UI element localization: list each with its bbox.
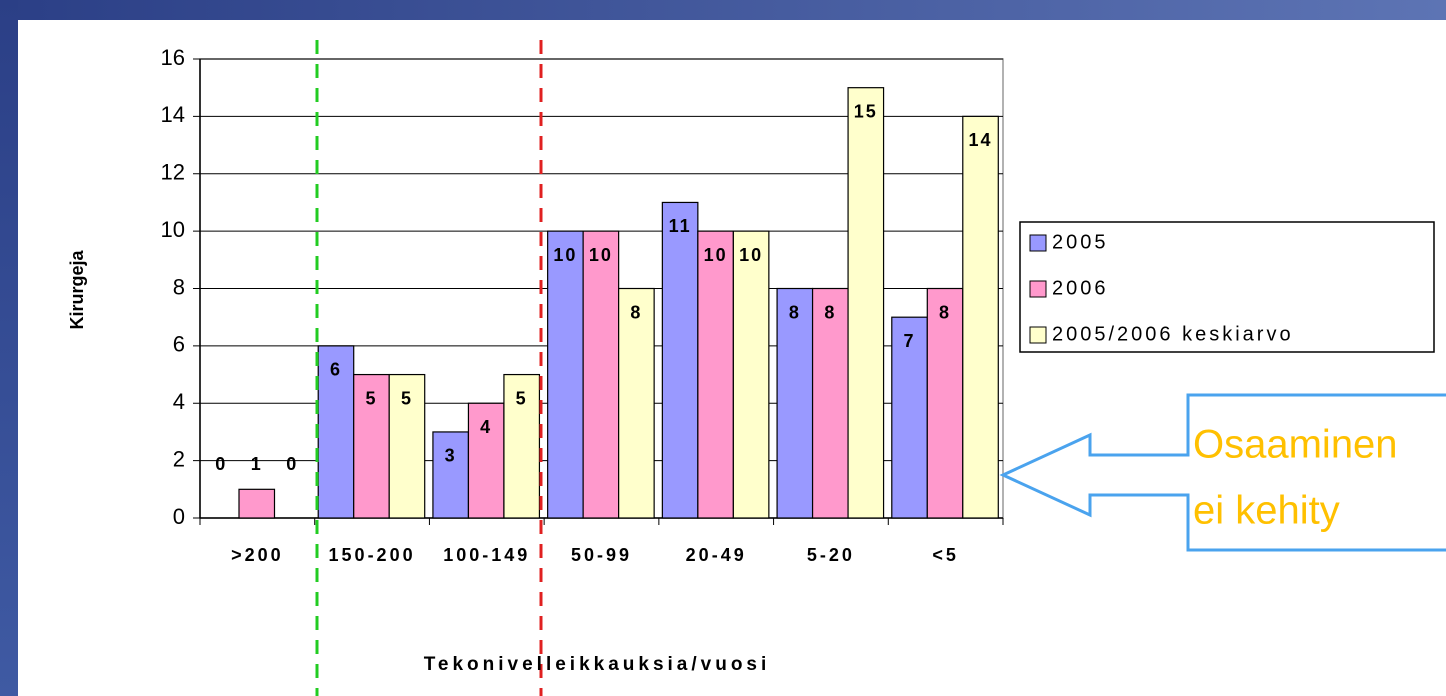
data-label: 14 <box>969 130 993 150</box>
callout-text: Osaaminen <box>1193 423 1398 467</box>
data-label: 3 <box>445 446 457 466</box>
bar <box>732 230 770 519</box>
y-tick-label: 12 <box>161 160 185 185</box>
bar <box>582 230 620 519</box>
x-tick-label: 50-99 <box>570 545 633 565</box>
x-tick-label-box: 20-49 <box>685 545 747 565</box>
data-label: 10 <box>589 245 613 265</box>
data-label: 8 <box>630 302 642 322</box>
data-label: 6 <box>330 360 342 380</box>
bar <box>467 402 505 519</box>
bar <box>432 431 470 519</box>
legend-swatch <box>1029 234 1047 252</box>
bar <box>661 201 699 519</box>
x-tick-label: <5 <box>932 545 959 565</box>
y-axis-title: Kirurgeja <box>67 250 87 330</box>
x-tick-label: 150-200 <box>328 545 416 565</box>
legend-label: 2005/2006 keskiarvo <box>1052 323 1294 345</box>
y-tick-label: 14 <box>161 102 185 127</box>
bar <box>962 115 999 519</box>
x-tick-label-box: 5-20 <box>806 545 855 565</box>
bar <box>926 287 964 519</box>
data-label: 8 <box>939 302 951 322</box>
data-label: 8 <box>789 302 801 322</box>
x-tick-label-box: 150-200 <box>328 545 416 565</box>
x-tick-label-box: 100-149 <box>443 545 531 565</box>
data-label: 10 <box>739 245 763 265</box>
y-tick-label: 4 <box>173 389 185 414</box>
legend-swatch <box>1029 326 1047 344</box>
top-border <box>0 0 1446 20</box>
bar <box>697 230 734 519</box>
left-border <box>0 0 18 696</box>
bar <box>503 373 541 519</box>
y-tick-label: 16 <box>161 45 185 70</box>
x-tick-label: >200 <box>231 545 284 565</box>
legend-label: 2005 <box>1052 231 1109 253</box>
y-tick-label: 0 <box>173 504 185 529</box>
callout-arrow <box>999 393 1446 552</box>
data-label: 4 <box>480 417 492 437</box>
bar <box>547 230 584 519</box>
bar <box>847 87 885 519</box>
legend-box <box>1019 221 1435 353</box>
bar <box>388 373 426 519</box>
data-label: 11 <box>669 216 692 236</box>
bar <box>618 287 655 519</box>
data-label: 10 <box>553 245 577 265</box>
x-tick-label: 5-20 <box>806 545 855 565</box>
y-tick-label: 8 <box>173 274 185 299</box>
bar <box>353 373 390 519</box>
bar <box>238 488 276 519</box>
data-label: 5 <box>516 388 528 408</box>
data-label: 0 <box>215 454 227 474</box>
x-tick-label: 20-49 <box>685 545 747 565</box>
bar <box>776 287 814 519</box>
x-tick-label-box: >200 <box>231 545 284 565</box>
data-label: 10 <box>704 245 728 265</box>
x-tick-label-box: <5 <box>932 545 959 565</box>
bar <box>891 316 928 519</box>
y-tick-label: 6 <box>173 332 185 357</box>
x-axis-title: Tekonivelleikkauksia/vuosi <box>424 654 771 675</box>
bar <box>811 287 849 519</box>
data-label: 5 <box>401 388 413 408</box>
y-tick-label: 10 <box>161 217 185 242</box>
data-label: 15 <box>854 101 878 121</box>
y-tick-label: 2 <box>173 446 185 471</box>
x-tick-label-box: 50-99 <box>570 545 633 565</box>
data-label: 1 <box>251 454 263 474</box>
legend-swatch <box>1029 280 1047 298</box>
data-label: 7 <box>904 331 916 351</box>
data-label: 0 <box>286 454 298 474</box>
data-label: 8 <box>824 302 836 322</box>
x-tick-label: 100-149 <box>443 545 531 565</box>
data-label: 5 <box>365 388 377 408</box>
legend-label: 2006 <box>1052 277 1109 299</box>
callout-text: ei kehity <box>1193 489 1340 533</box>
